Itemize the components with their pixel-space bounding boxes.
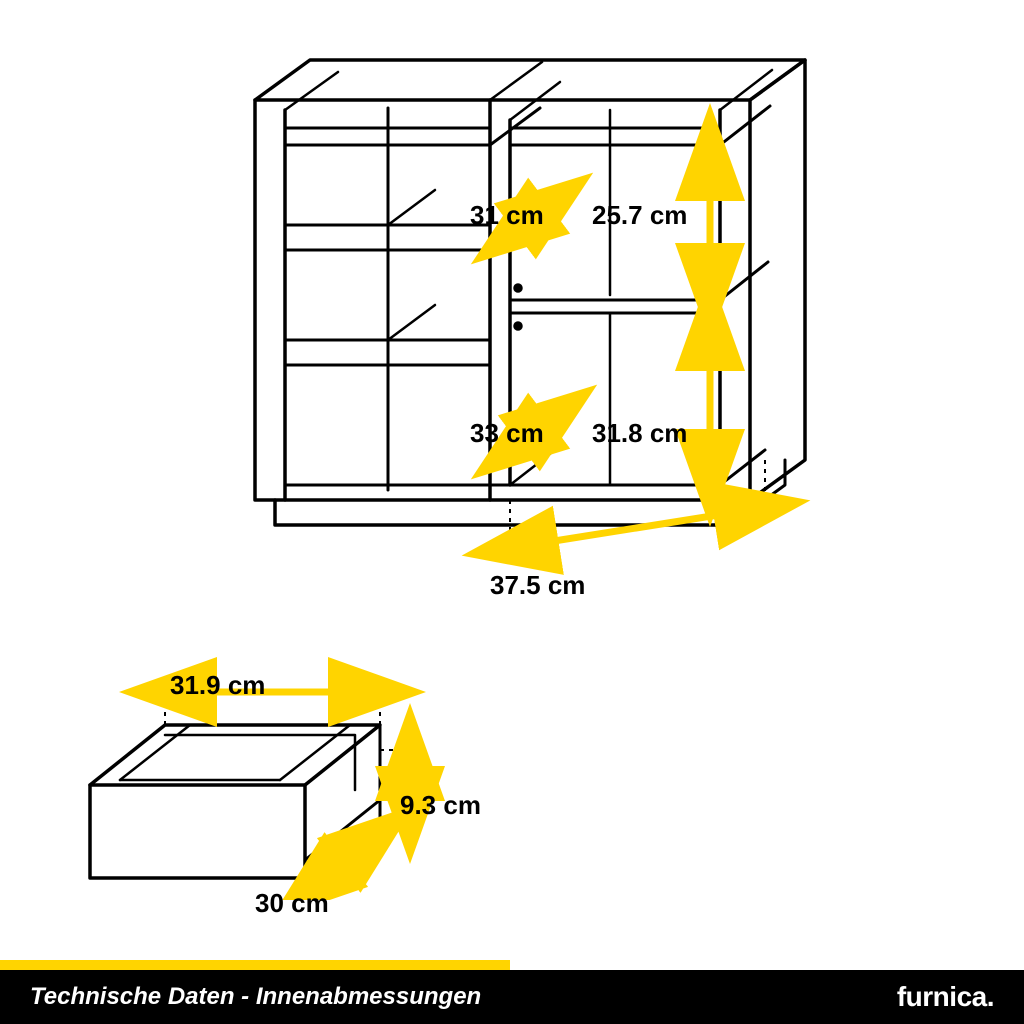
dim-cabinet-height-top: 25.7 cm [592,200,687,231]
brand-dot: . [987,981,994,1012]
footer-title: Technische Daten - Innenabmessungen [30,983,481,1011]
dim-drawer-width: 31.9 cm [170,670,265,701]
footer-bar: Technische Daten - Innenabmessungen furn… [0,970,1024,1024]
dim-cabinet-depth-mid: 33 cm [470,418,544,449]
dim-cabinet-width-bottom: 37.5 cm [490,570,585,601]
dim-drawer-height: 9.3 cm [400,790,481,821]
brand-name: furnica [897,981,987,1012]
dim-cabinet-depth-top: 31 cm [470,200,544,231]
dim-cabinet-height-bottom: 31.8 cm [592,418,687,449]
dim-drawer-depth: 30 cm [255,888,329,919]
cabinet-diagram [210,40,830,600]
footer-brand: furnica. [897,981,994,1013]
drawer-diagram [70,640,490,900]
